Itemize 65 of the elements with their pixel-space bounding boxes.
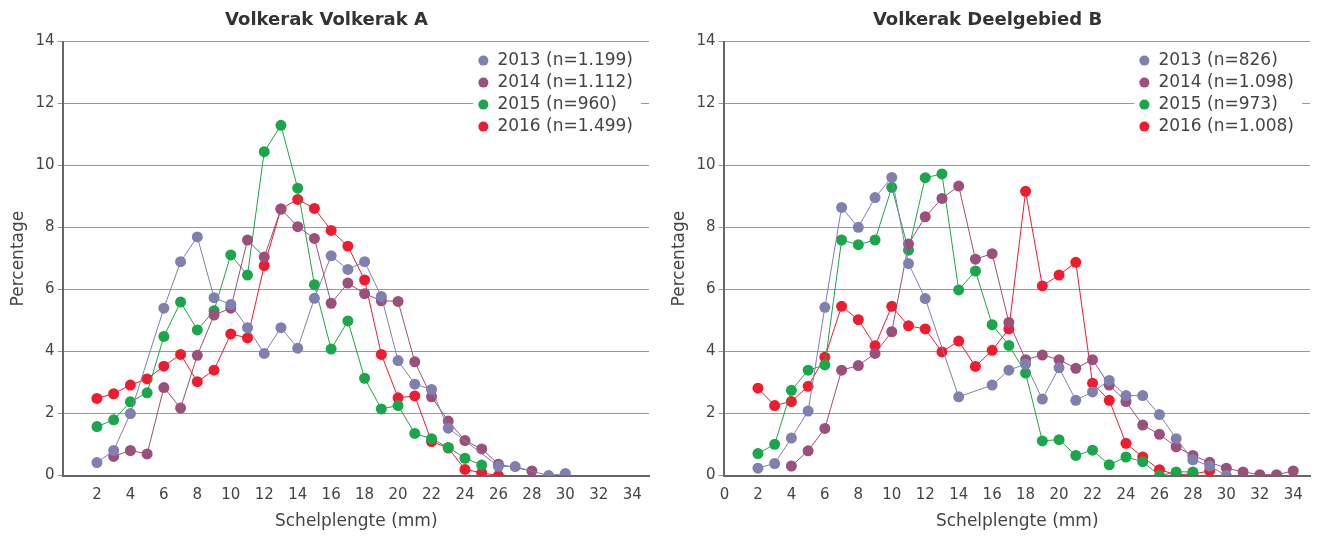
x-tick-label: 0	[719, 485, 730, 504]
x-tick-label: 6	[820, 485, 830, 504]
x-tick-label: 22	[1082, 485, 1103, 504]
y-axis-title: Percentage	[667, 210, 688, 307]
y-tick-label: 12	[35, 93, 55, 112]
y-tick-label: 4	[705, 341, 716, 360]
x-tick-label: 34	[1283, 485, 1303, 504]
x-tick-label: 8	[853, 485, 864, 504]
chart-title: Volkerak Deelgebied B	[872, 8, 1103, 30]
x-tick-label: 28	[1183, 485, 1203, 504]
x-tick-label: 4	[125, 485, 136, 504]
x-tick-label: 18	[1016, 485, 1036, 504]
x-tick-label: 6	[159, 485, 169, 504]
y-tick-label: 8	[44, 217, 55, 236]
y-tick-label: 2	[44, 403, 55, 422]
y-tick-label: 0	[705, 465, 716, 484]
x-tick-label: 8	[192, 485, 203, 504]
y-tick-label: 14	[696, 31, 716, 50]
legend-label: 2016 (n=1.008)	[1158, 115, 1295, 136]
x-tick-label: 30	[1216, 485, 1236, 504]
x-tick-label: 18	[355, 485, 375, 504]
y-tick-label: 12	[696, 93, 716, 112]
x-tick-label: 16	[982, 485, 1002, 504]
y-tick-label: 4	[44, 341, 55, 360]
y-tick-label: 10	[35, 155, 55, 174]
y-tick-label: 8	[705, 217, 716, 236]
x-tick-label: 22	[421, 485, 442, 504]
x-tick-label: 10	[221, 485, 241, 504]
x-tick-label: 14	[949, 485, 969, 504]
x-tick-label: 34	[622, 485, 642, 504]
x-tick-label: 28	[522, 485, 542, 504]
x-tick-label: 24	[1116, 485, 1136, 504]
legend-label: 2015 (n=973)	[1158, 93, 1278, 114]
y-axis-title: Percentage	[6, 210, 27, 307]
x-axis-title: Schelplengte (mm)	[935, 510, 1099, 531]
x-tick-label: 14	[288, 485, 308, 504]
chart-title: Volkerak Volkerak A	[225, 8, 428, 30]
x-tick-label: 2	[753, 485, 763, 504]
y-tick-label: 14	[35, 31, 55, 50]
legend-label: 2013 (n=1.199)	[497, 49, 634, 70]
x-tick-label: 20	[388, 485, 408, 504]
x-tick-label: 24	[455, 485, 475, 504]
x-tick-label: 2	[92, 485, 102, 504]
x-tick-label: 10	[882, 485, 902, 504]
x-tick-label: 26	[488, 485, 508, 504]
legend-label: 2016 (n=1.499)	[497, 115, 634, 136]
y-tick-label: 2	[705, 403, 716, 422]
x-tick-label: 12	[254, 485, 274, 504]
y-tick-label: 6	[705, 279, 716, 298]
x-tick-label: 32	[589, 485, 609, 504]
x-tick-label: 26	[1149, 485, 1169, 504]
legend-label: 2015 (n=960)	[497, 93, 617, 114]
x-tick-label: 4	[786, 485, 797, 504]
x-tick-label: 12	[915, 485, 935, 504]
x-tick-label: 16	[321, 485, 341, 504]
y-tick-label: 10	[696, 155, 716, 174]
y-tick-label: 6	[44, 279, 55, 298]
x-tick-label: 32	[1250, 485, 1270, 504]
y-tick-label: 0	[44, 465, 55, 484]
legend-label: 2014 (n=1.098)	[1158, 71, 1295, 92]
legend-label: 2013 (n=826)	[1158, 49, 1278, 70]
x-tick-label: 20	[1049, 485, 1069, 504]
legend-label: 2014 (n=1.112)	[497, 71, 634, 92]
x-axis-title: Schelplengte (mm)	[274, 510, 438, 531]
x-tick-label: 30	[555, 485, 575, 504]
